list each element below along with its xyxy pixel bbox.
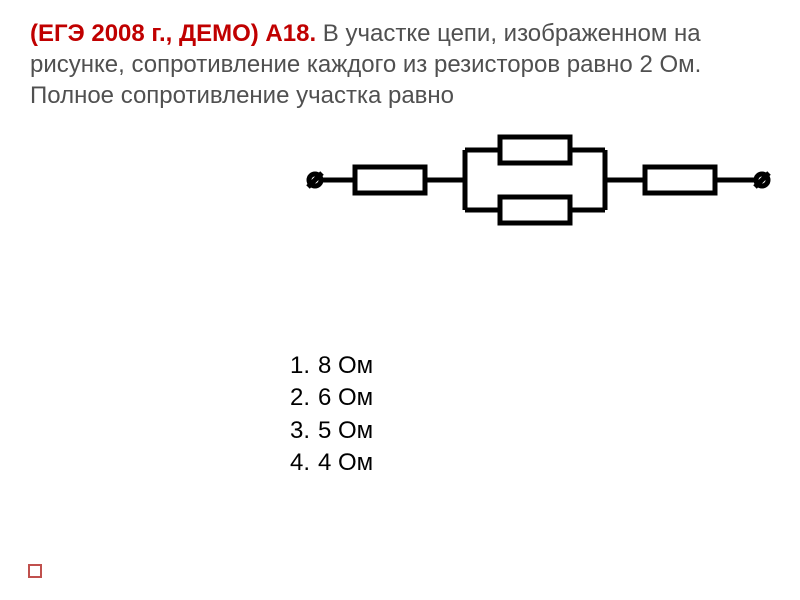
answer-list: 1. 8 Ом 2. 6 Ом 3. 5 Ом 4. 4 Ом — [280, 350, 373, 480]
slide-marker-icon — [28, 564, 42, 578]
question-text: (ЕГЭ 2008 г., ДЕМО) А18. В участке цепи,… — [30, 18, 770, 112]
answer-text: 6 Ом — [318, 382, 373, 414]
circuit-diagram — [300, 125, 780, 240]
answer-option: 3. 5 Ом — [280, 415, 373, 447]
answer-text: 8 Ом — [318, 350, 373, 382]
answer-text: 5 Ом — [318, 415, 373, 447]
answer-text: 4 Ом — [318, 447, 373, 479]
answer-option: 2. 6 Ом — [280, 382, 373, 414]
answer-number: 1. — [280, 350, 310, 382]
answer-option: 1. 8 Ом — [280, 350, 373, 382]
answer-number: 2. — [280, 382, 310, 414]
answer-number: 4. — [280, 447, 310, 479]
answer-number: 3. — [280, 415, 310, 447]
answer-option: 4. 4 Ом — [280, 447, 373, 479]
question-prefix: (ЕГЭ 2008 г., ДЕМО) А18. — [30, 20, 316, 47]
